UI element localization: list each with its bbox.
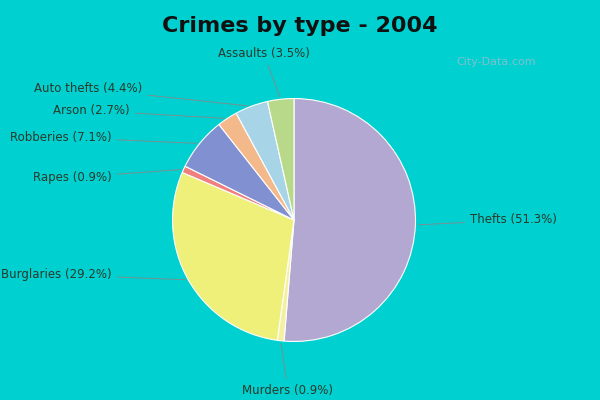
Text: Crimes by type - 2004: Crimes by type - 2004 (162, 16, 438, 36)
Text: Auto thefts (4.4%): Auto thefts (4.4%) (34, 82, 248, 106)
Wedge shape (268, 98, 294, 220)
Wedge shape (173, 172, 294, 340)
Text: Robberies (7.1%): Robberies (7.1%) (10, 131, 197, 144)
Text: Assaults (3.5%): Assaults (3.5%) (218, 47, 310, 97)
Text: Murders (0.9%): Murders (0.9%) (242, 344, 334, 397)
Wedge shape (182, 166, 294, 220)
Text: City-Data.com: City-Data.com (456, 57, 536, 67)
Text: Arson (2.7%): Arson (2.7%) (53, 104, 224, 118)
Text: Burglaries (29.2%): Burglaries (29.2%) (1, 268, 185, 281)
Text: Rapes (0.9%): Rapes (0.9%) (33, 170, 181, 184)
Wedge shape (236, 102, 294, 220)
Wedge shape (277, 220, 294, 341)
Wedge shape (284, 98, 415, 342)
Wedge shape (185, 124, 294, 220)
Text: Thefts (51.3%): Thefts (51.3%) (418, 214, 557, 226)
Wedge shape (219, 113, 294, 220)
